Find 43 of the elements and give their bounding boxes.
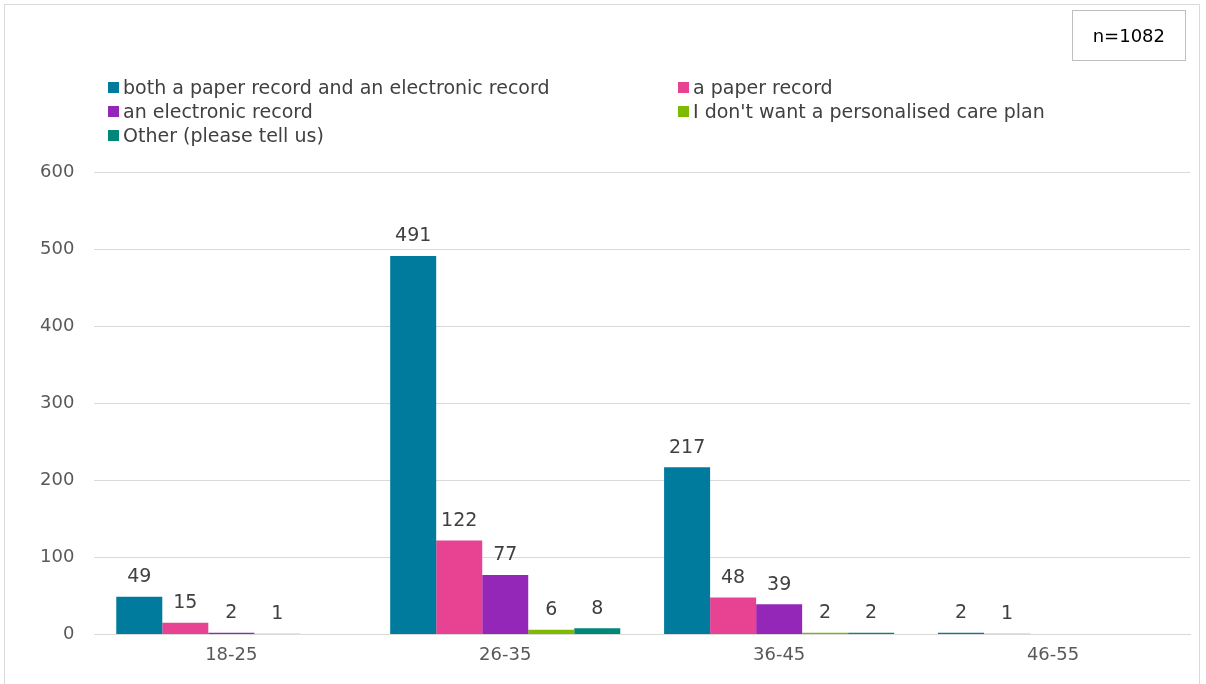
x-tick-label: 18-25 — [205, 642, 258, 664]
x-tick-label: 46-55 — [1026, 642, 1080, 664]
bar — [390, 256, 437, 634]
data-label: 8 — [591, 595, 604, 618]
data-label: 77 — [493, 542, 518, 565]
data-label: 15 — [173, 590, 198, 613]
bar — [116, 596, 163, 634]
data-label: 217 — [668, 434, 706, 457]
bar — [528, 629, 575, 634]
bar — [574, 628, 621, 634]
data-label: 39 — [767, 571, 792, 594]
y-tick-label: 500 — [40, 236, 75, 258]
x-tick-label: 26-35 — [479, 642, 532, 664]
data-label: 1 — [1000, 601, 1014, 624]
bar — [710, 597, 757, 634]
text: n=1082 — [1071, 10, 1186, 61]
y-tick-label: 100 — [40, 545, 75, 567]
bar — [756, 604, 803, 634]
x-tick-label: 36-45 — [752, 642, 806, 664]
data-label: 49 — [127, 564, 152, 587]
y-tick-label: 400 — [40, 313, 75, 335]
data-label: 491 — [395, 223, 432, 246]
data-label: 48 — [721, 564, 746, 587]
bar — [162, 622, 209, 634]
data-label: 2 — [865, 600, 878, 623]
y-tick-label: 0 — [62, 622, 75, 644]
bar — [482, 575, 529, 634]
data-label: 6 — [545, 597, 558, 620]
data-label: 1 — [271, 601, 284, 624]
legend-label: both a paper record and an electronic record — [123, 76, 550, 98]
data-label: 122 — [441, 507, 478, 530]
bar — [436, 540, 483, 634]
y-tick-label: 200 — [40, 467, 75, 489]
data-label: 2 — [225, 600, 238, 623]
legend-label: a paper record — [693, 76, 833, 98]
legend-label: an electronic record — [123, 100, 313, 122]
bar — [664, 467, 711, 634]
legend-label: I don't want a personalised care plan — [693, 100, 1045, 122]
data-label: 2 — [954, 600, 968, 623]
y-tick-label: 300 — [40, 390, 75, 412]
data-label: 2 — [819, 600, 832, 623]
y-tick-label: 600 — [40, 159, 75, 181]
legend-label: Other (please tell us) — [123, 124, 324, 146]
